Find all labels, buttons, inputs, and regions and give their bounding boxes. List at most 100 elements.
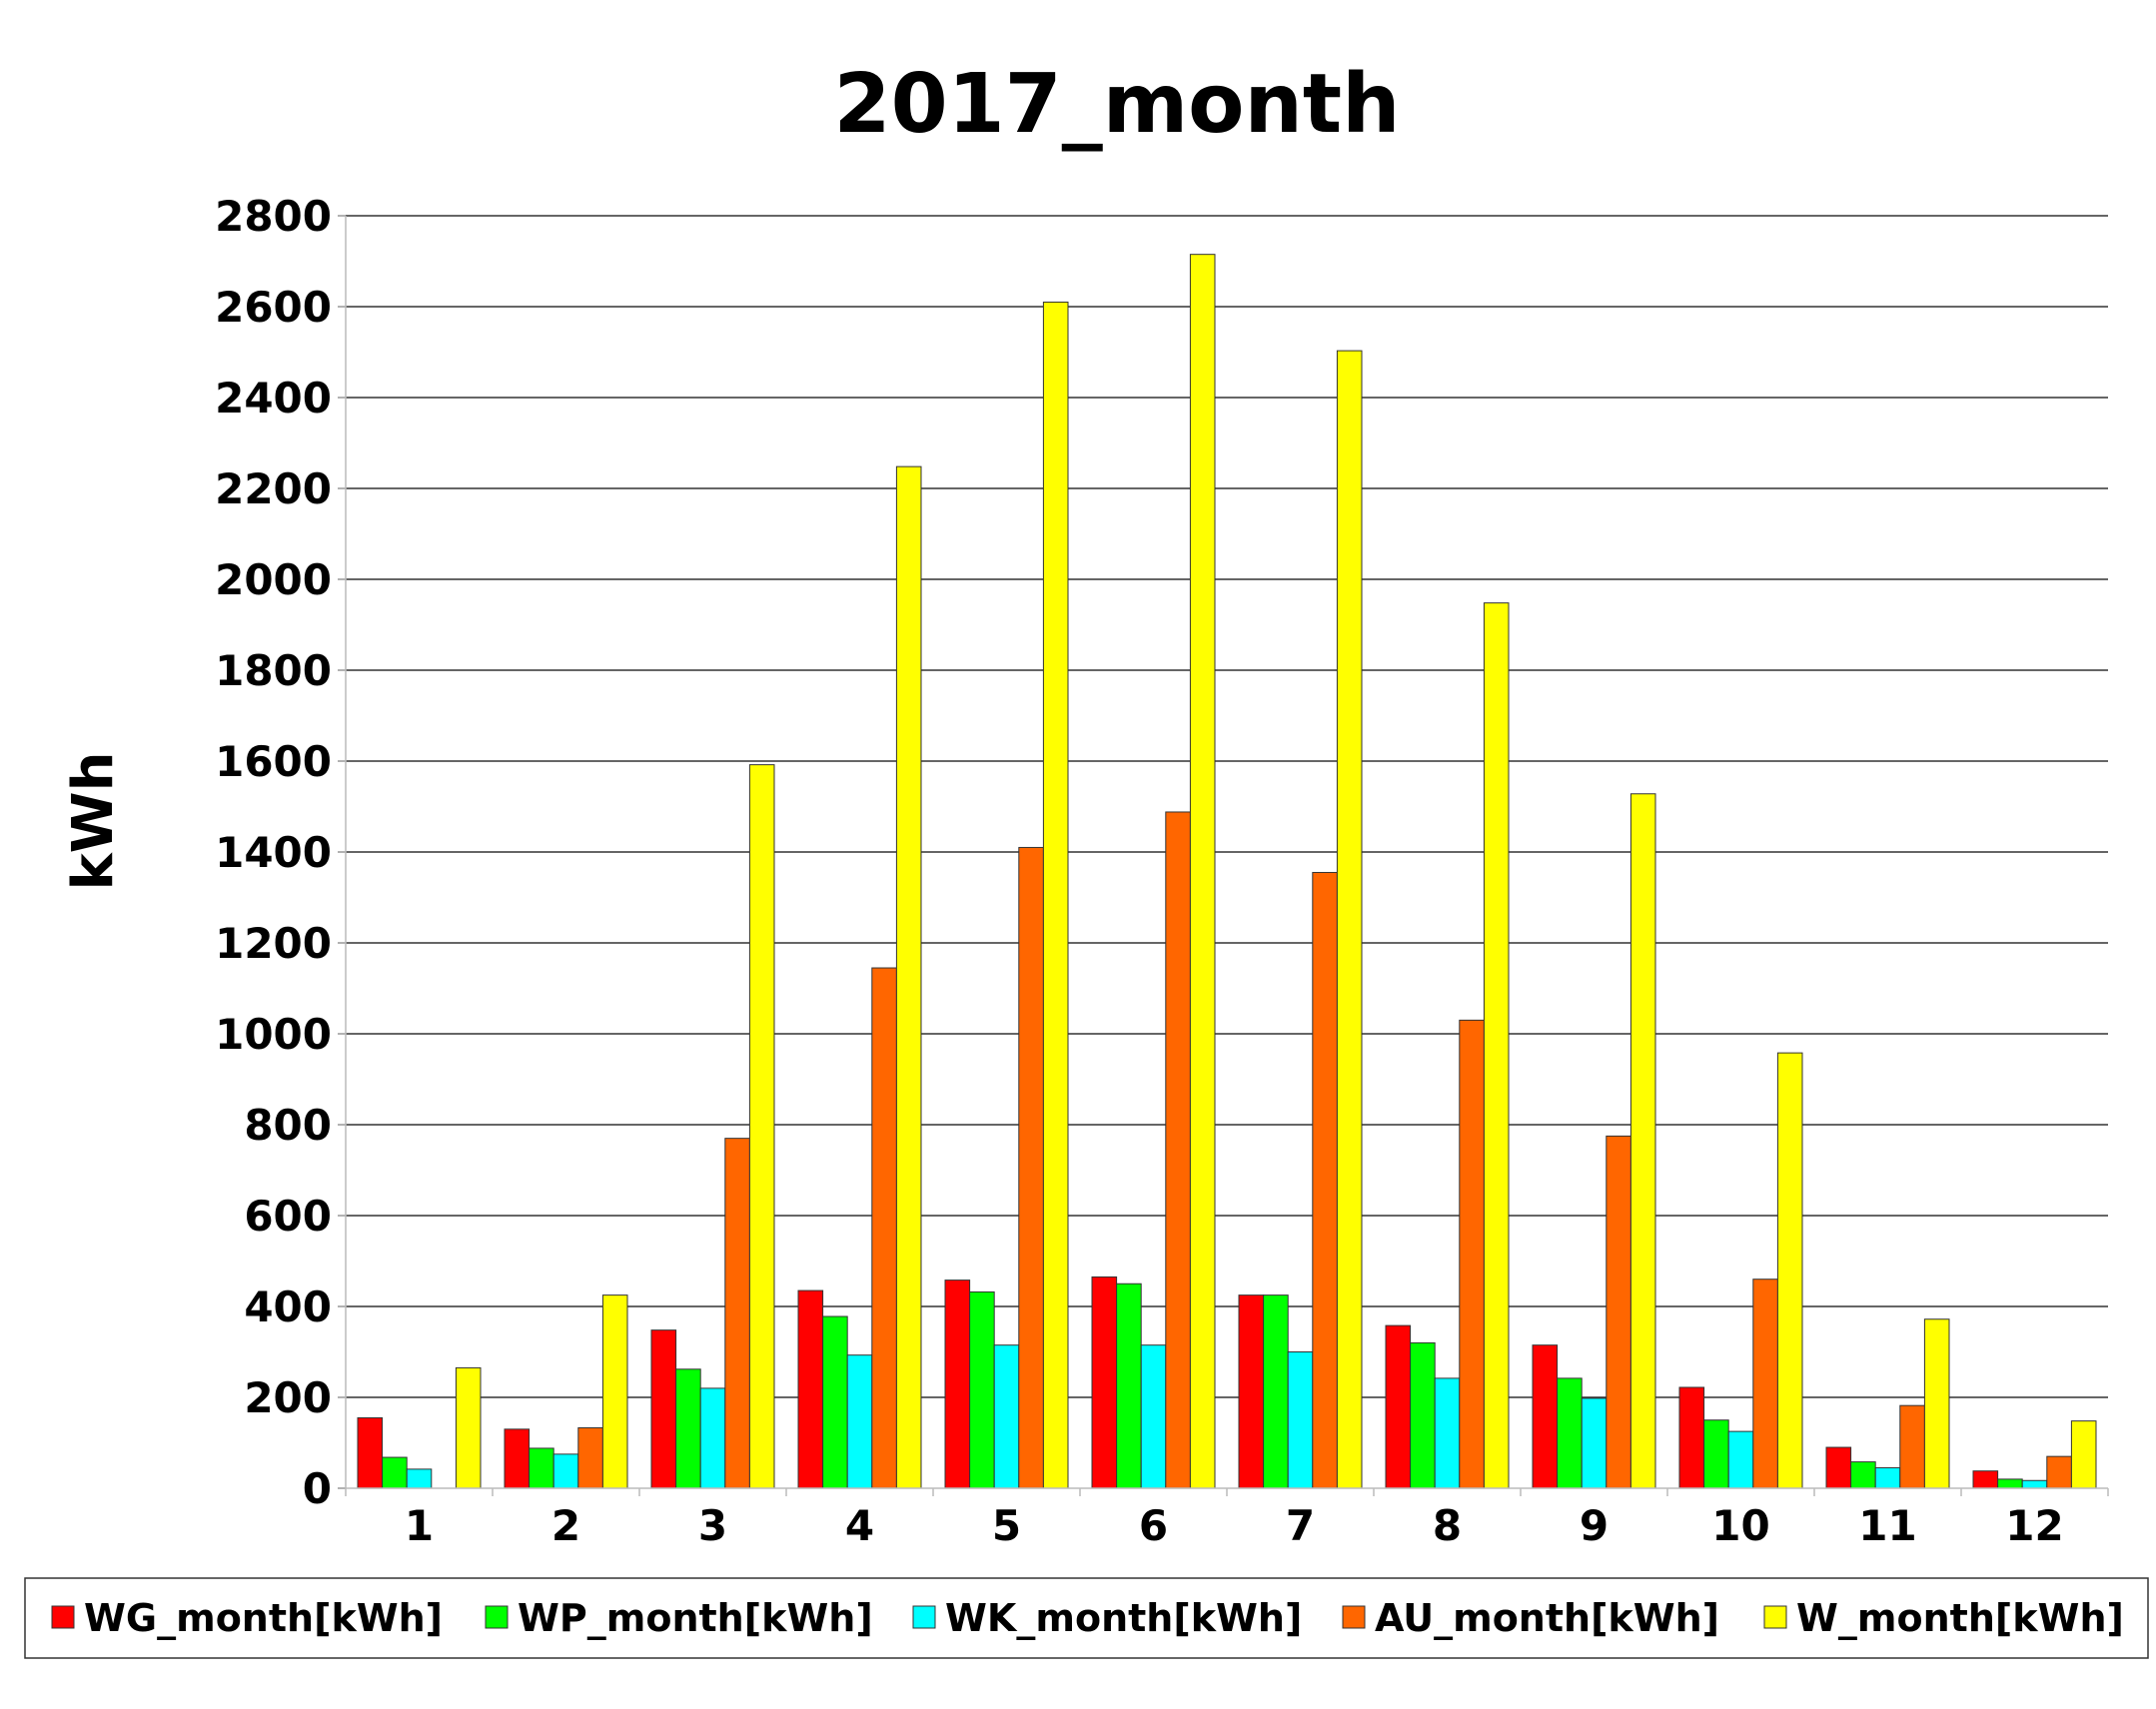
bar (1874, 1467, 1901, 1489)
bar (797, 1289, 824, 1489)
legend-label: WG_month[kWh] (84, 1596, 443, 1640)
x-tick-label: 4 (845, 1501, 874, 1550)
bar (1238, 1294, 1265, 1489)
bar (846, 1354, 873, 1489)
y-tick-label: 2800 (215, 192, 332, 241)
legend-swatch (485, 1605, 509, 1629)
gridlines (338, 215, 2108, 1489)
x-tick-label: 12 (2005, 1501, 2063, 1550)
bar (552, 1453, 579, 1489)
bar (455, 1366, 482, 1489)
bar (577, 1426, 603, 1489)
bar (1703, 1419, 1729, 1489)
bar (601, 1294, 628, 1489)
x-tick-label: 3 (698, 1501, 727, 1550)
bar (1727, 1430, 1754, 1489)
axes (345, 216, 2109, 1496)
legend-label: W_month[kWh] (1796, 1596, 2124, 1640)
bar (504, 1428, 531, 1489)
legend-label: AU_month[kWh] (1375, 1596, 1719, 1640)
bar (1557, 1377, 1583, 1489)
bar (675, 1368, 701, 1489)
bar (699, 1387, 726, 1489)
bar (1165, 811, 1191, 1489)
bar (1678, 1386, 1705, 1489)
bar (724, 1138, 750, 1489)
bar (1459, 1019, 1485, 1489)
y-tick-label: 2000 (215, 555, 332, 604)
bar (1263, 1294, 1289, 1489)
y-tick-label: 1600 (215, 737, 332, 786)
x-tick-label: 6 (1139, 1501, 1168, 1550)
x-tick-label: 10 (1711, 1501, 1769, 1550)
y-tick-label: 1800 (215, 646, 332, 695)
bar (1091, 1276, 1118, 1489)
x-tick-labels: 1 2 3 4 5 6 7 8 9 10 11 12 (405, 1501, 2064, 1550)
bar (406, 1468, 433, 1489)
bar (1336, 350, 1363, 1489)
bar (1850, 1461, 1876, 1489)
bar (1042, 301, 1069, 1489)
x-tick-label: 9 (1580, 1501, 1609, 1550)
bar (1752, 1279, 1778, 1489)
bar (1532, 1344, 1559, 1489)
bar (1899, 1404, 1925, 1489)
y-tick-label: 2200 (215, 464, 332, 513)
y-axis-label: kWh (61, 752, 126, 891)
bar (2070, 1420, 2097, 1489)
bar (1483, 602, 1510, 1489)
bar (382, 1456, 408, 1489)
y-tick-label: 1200 (215, 919, 332, 968)
bar (1776, 1052, 1803, 1489)
bar (822, 1315, 848, 1489)
bar (748, 764, 775, 1489)
y-tick-label: 1400 (215, 828, 332, 877)
y-tick-label: 2600 (215, 283, 332, 332)
bar (1116, 1282, 1142, 1489)
y-tick-label: 200 (244, 1373, 332, 1422)
bar (1140, 1344, 1167, 1489)
legend: WG_month[kWh] WP_month[kWh] WK_month[kWh] A… (24, 1577, 2149, 1659)
chart-title: 2017_month (834, 57, 1401, 152)
bar (1606, 1135, 1631, 1489)
bar (1434, 1377, 1461, 1489)
y-tick-label: 800 (244, 1101, 332, 1150)
bar (1287, 1351, 1314, 1489)
x-tick-label: 7 (1286, 1501, 1315, 1550)
bar (944, 1280, 971, 1489)
y-tick-label: 2400 (215, 374, 332, 423)
bar (1312, 871, 1338, 1489)
y-tick-label: 0 (303, 1464, 332, 1513)
y-tick-labels: 0 200 400 600 800 1000 1200 1400 1600 1800 2000 220… (215, 192, 332, 1513)
bar (1189, 254, 1216, 1489)
bar (871, 967, 897, 1489)
bar (650, 1329, 677, 1489)
bar (1629, 793, 1656, 1489)
bar (2046, 1455, 2072, 1489)
bar (1018, 846, 1044, 1489)
bar (2021, 1479, 2048, 1489)
legend-label: WK_month[kWh] (945, 1596, 1302, 1640)
y-tick-label: 1000 (215, 1010, 332, 1059)
bar (1972, 1470, 1999, 1489)
legend-box (24, 1577, 2149, 1659)
bar (993, 1344, 1020, 1489)
bar (1581, 1397, 1608, 1489)
x-tick-label: 8 (1433, 1501, 1462, 1550)
legend-swatch (51, 1605, 75, 1629)
legend-swatch (1342, 1605, 1366, 1629)
x-tick-label: 11 (1858, 1501, 1916, 1550)
bar (1997, 1478, 2023, 1489)
bar (969, 1290, 995, 1489)
bar (357, 1416, 384, 1489)
x-tick-label: 1 (405, 1501, 434, 1550)
bar (1923, 1318, 1950, 1489)
bars (357, 254, 2097, 1489)
bar (1410, 1341, 1436, 1489)
bar (529, 1447, 554, 1489)
bar (895, 465, 922, 1489)
y-tick-label: 600 (244, 1192, 332, 1241)
y-tick-label: 400 (244, 1282, 332, 1331)
